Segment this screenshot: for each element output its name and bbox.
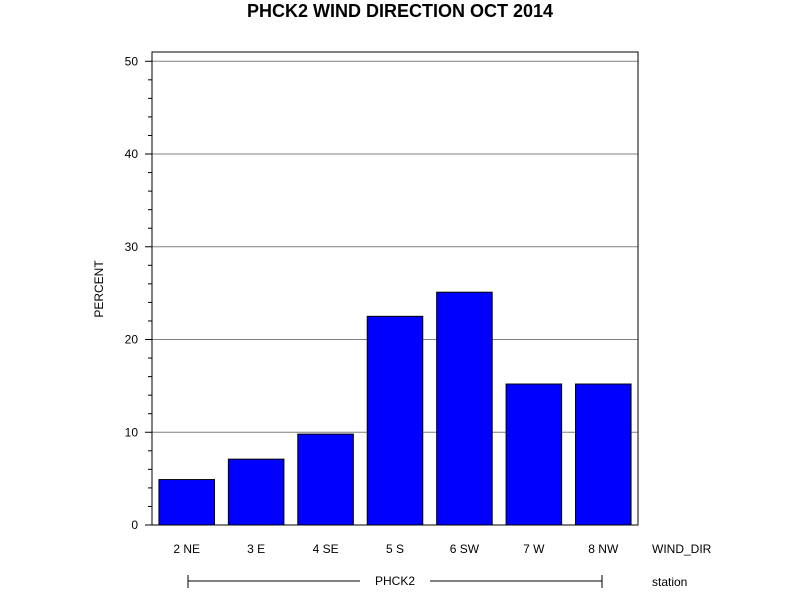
x-tick-label: 3 E <box>247 542 265 556</box>
plot-frame <box>151 51 639 526</box>
y-tick-label: 50 <box>125 54 139 68</box>
bar-7-w <box>505 383 563 526</box>
x-tick-label: 2 NE <box>173 542 200 556</box>
x-axis: 2 NE 3 E 4 SE 5 S 6 SW 7 W 8 NW <box>173 542 619 556</box>
y-tick-label: 0 <box>131 518 138 532</box>
bar-5-s <box>366 315 424 526</box>
y-tick-label: 20 <box>125 333 139 347</box>
bars <box>158 291 632 526</box>
x-tick-label: 6 SW <box>450 542 480 556</box>
group-axis-label: station <box>652 575 687 589</box>
bar-8-nw <box>575 383 632 526</box>
bar-4-se <box>297 433 354 526</box>
chart-title: PHCK2 WIND DIRECTION OCT 2014 <box>247 1 553 21</box>
x-tick-label: 4 SE <box>313 542 339 556</box>
group-name: PHCK2 <box>375 574 415 588</box>
x-axis-label: WIND_DIR <box>652 542 712 556</box>
y-tick-label: 10 <box>125 425 139 439</box>
x-tick-label: 7 W <box>523 542 545 556</box>
bar-2-ne <box>158 479 215 526</box>
y-axis-label: PERCENT <box>92 260 106 318</box>
x-tick-label: 8 NW <box>588 542 619 556</box>
bar-3-e <box>227 458 285 526</box>
y-tick-label: 30 <box>125 240 139 254</box>
bar-6-sw <box>436 291 493 526</box>
station-group: PHCK2 <box>187 574 603 588</box>
y-axis: 0 10 20 30 40 50 <box>125 54 152 532</box>
y-tick-label: 40 <box>125 147 139 161</box>
x-tick-label: 5 S <box>386 542 404 556</box>
